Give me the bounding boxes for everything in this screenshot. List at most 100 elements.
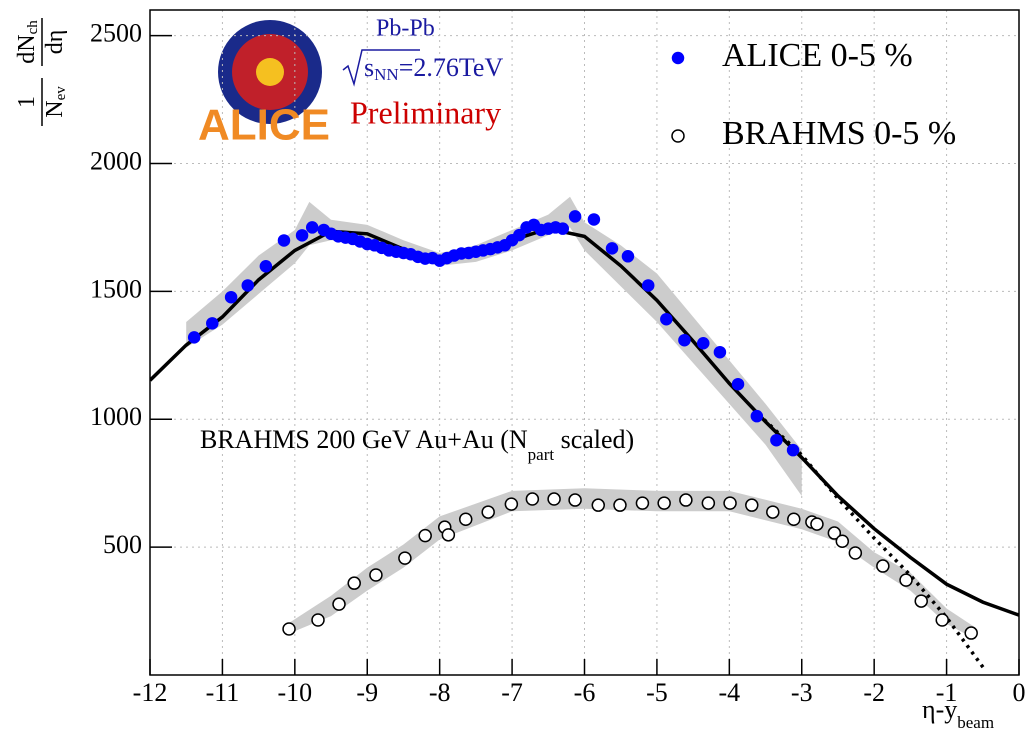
y-tick-label: 1500	[90, 274, 142, 303]
data-point	[187, 331, 201, 344]
data-point	[766, 505, 780, 519]
x-tick-label: -8	[429, 678, 451, 707]
data-point	[697, 337, 710, 350]
uncertainty-band	[186, 196, 802, 496]
text-part: dN	[14, 34, 40, 63]
data-point	[621, 250, 635, 263]
subscript: NN	[374, 65, 399, 84]
data-point	[827, 526, 842, 540]
data-point	[635, 496, 650, 510]
x-tick-label: -11	[206, 678, 240, 707]
legend-label: BRAHMS 0-5 %	[722, 115, 956, 152]
y-tick-label: 2500	[90, 19, 142, 48]
data-point	[731, 377, 745, 391]
y-tick-label: 2000	[90, 146, 142, 175]
x-tick-label: -10	[277, 678, 312, 707]
text-part: scaled)	[554, 425, 634, 454]
logo-text: ALICE	[198, 101, 330, 150]
data-point	[311, 613, 325, 627]
data-point	[504, 497, 519, 511]
data-point	[770, 433, 783, 447]
data-point	[277, 234, 291, 247]
sqrt-sign	[342, 49, 420, 87]
data-point	[556, 222, 570, 235]
data-point	[282, 622, 296, 636]
data-point	[206, 317, 219, 330]
x-tick-label: 0	[1013, 678, 1026, 707]
system-label: Pb-Pb	[376, 16, 435, 42]
data-point	[224, 290, 238, 304]
data-point	[914, 594, 928, 608]
data-point	[810, 517, 824, 531]
x-tick-label: -6	[574, 678, 596, 707]
status-label: Preliminary	[350, 94, 501, 130]
x-tick-label: -9	[356, 678, 378, 707]
subscript: ev	[53, 86, 69, 101]
fraction-denominator: Nev	[42, 86, 70, 118]
text-part: =2.76TeV	[399, 53, 504, 82]
data-point	[899, 573, 913, 587]
data-point	[678, 333, 691, 347]
data-point	[613, 498, 627, 512]
text-part: BRAHMS 200 GeV Au+Au (N	[200, 425, 528, 454]
data-point	[332, 597, 346, 611]
data-point	[568, 493, 582, 507]
data-point	[347, 576, 361, 590]
alice-logo	[218, 20, 322, 124]
legend-marker	[671, 129, 685, 143]
plot-area	[150, 10, 1019, 675]
data-point	[876, 559, 890, 573]
x-tick-label: -1	[936, 678, 958, 707]
subscript: ch	[25, 20, 41, 35]
data-point	[547, 492, 561, 506]
data-point	[701, 496, 716, 510]
y-tick-label: 1000	[90, 402, 142, 431]
data-point	[750, 409, 764, 423]
annotation: BRAHMS 200 GeV Au+Au (Npart scaled)	[200, 425, 634, 464]
x-tick-label: -5	[646, 678, 668, 707]
data-point	[295, 229, 309, 242]
y-tick-label: 500	[103, 530, 142, 559]
data-point	[657, 496, 671, 510]
data-point	[587, 213, 601, 226]
energy-label: sNN=2.76TeV	[364, 53, 503, 84]
fraction-denominator: dη	[42, 30, 68, 55]
fraction-numerator: 1	[14, 96, 40, 108]
subscript: beam	[957, 713, 994, 732]
data-point	[964, 626, 978, 640]
data-point	[848, 546, 863, 560]
x-tick-label: -2	[863, 678, 885, 707]
data-point	[259, 260, 273, 273]
data-point	[713, 345, 727, 359]
data-point	[398, 551, 412, 565]
text-part: s	[364, 53, 374, 82]
data-point	[525, 492, 540, 506]
data-point	[591, 498, 606, 512]
subscript: part	[528, 445, 555, 464]
fit-curve	[150, 226, 1019, 617]
data-point	[568, 210, 582, 223]
legend-marker	[671, 51, 685, 65]
text-part: dη	[42, 30, 68, 55]
fit-curve	[757, 412, 987, 671]
data-point	[513, 228, 526, 242]
x-tick-label: -12	[133, 678, 168, 707]
data-point	[745, 498, 759, 512]
data-point	[786, 443, 800, 457]
data-point	[458, 512, 473, 526]
data-point	[305, 221, 319, 234]
logo-center	[256, 58, 284, 86]
data-point	[418, 528, 432, 543]
text-part: η-y	[922, 695, 957, 724]
data-point	[441, 528, 456, 542]
data-point	[641, 279, 655, 292]
x-tick-label: -3	[791, 678, 813, 707]
legend-label: ALICE 0-5 %	[722, 37, 913, 74]
data-point	[835, 534, 850, 548]
data-point	[241, 279, 255, 292]
x-tick-label: -7	[501, 678, 523, 707]
x-axis-label: η-ybeam	[922, 695, 994, 732]
